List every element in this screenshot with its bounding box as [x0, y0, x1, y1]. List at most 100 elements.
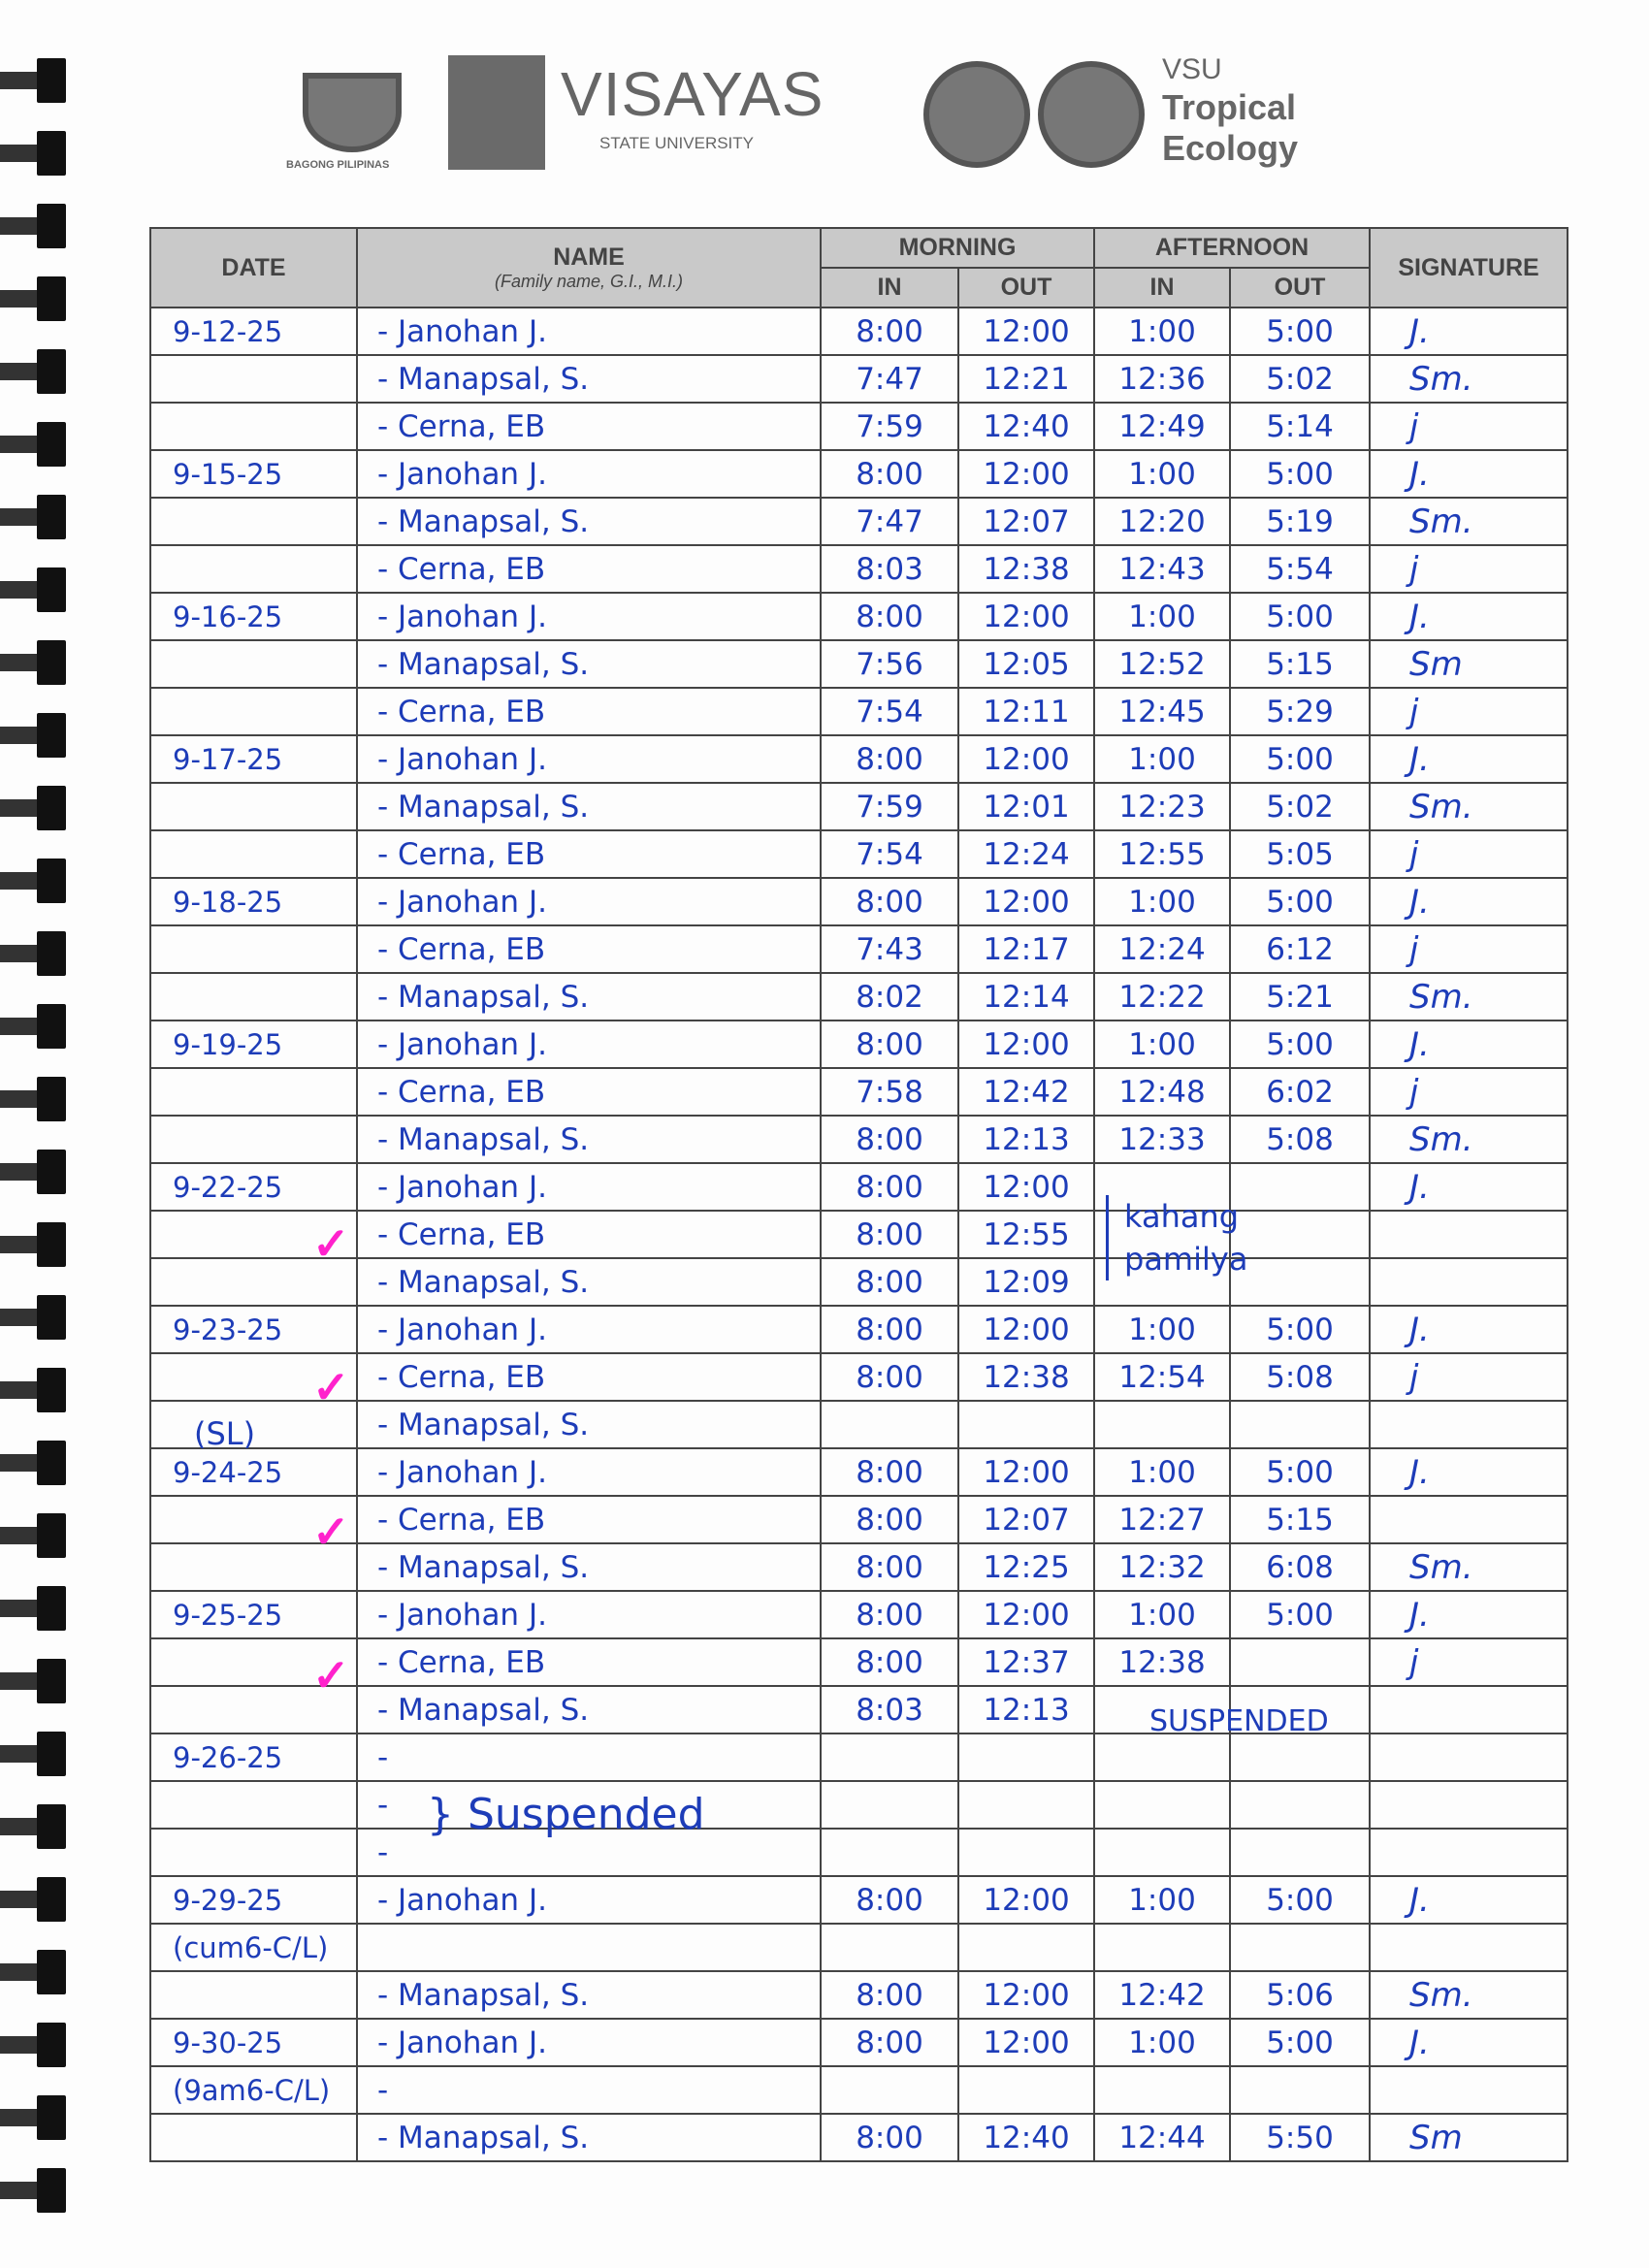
row-name-cell: - Cerna, EB [356, 1067, 822, 1117]
signature-cell: j [1369, 829, 1569, 879]
morning-in-cell: 8:00 [820, 1590, 959, 1639]
morning-in-cell: 8:03 [820, 1685, 959, 1734]
tropical-ecology-tropical: Tropical [1162, 87, 1297, 127]
morning-out-cell: 12:17 [956, 924, 1096, 974]
row-date-cell: 9-22-25 [149, 1162, 358, 1212]
binding-ring [0, 1004, 66, 1049]
col-date: DATE [149, 227, 358, 308]
row-name-cell [356, 1923, 822, 1972]
row-date-cell [149, 924, 358, 974]
signature-cell [1369, 1257, 1569, 1307]
table-row: 9-12-25- Janohan J. 8:00 12:00 1:00 5:00 J. [149, 307, 1569, 356]
tropical-ecology-seal-2 [1038, 61, 1145, 168]
table-row: - Manapsal, S. 8:00 12:25 12:32 6:08 Sm. [149, 1542, 1569, 1592]
afternoon-in-cell: 1:00 [1093, 877, 1232, 926]
row-date-cell [149, 1970, 358, 2020]
morning-in-cell: 7:43 [820, 924, 959, 974]
afternoon-out-cell: 5:50 [1229, 2113, 1372, 2162]
morning-in-cell [820, 1780, 959, 1830]
afternoon-in-cell: 12:24 [1093, 924, 1232, 974]
row-name-cell: - Cerna, EB [356, 402, 822, 451]
row-date-cell: (cum6-C/L) [149, 1923, 358, 1972]
signature-cell: J. [1369, 1447, 1569, 1497]
afternoon-out-cell: 5:14 [1229, 402, 1372, 451]
morning-in-cell [820, 2065, 959, 2115]
afternoon-out-cell: 5:00 [1229, 2018, 1372, 2067]
afternoon-out-cell: 5:00 [1229, 1447, 1372, 1497]
row-date-cell: 9-12-25 [149, 307, 358, 356]
signature-cell [1369, 1828, 1569, 1877]
signature-cell: Sm. [1369, 972, 1569, 1021]
afternoon-in-cell: 1:00 [1093, 734, 1232, 784]
morning-out-cell: 12:00 [956, 2018, 1096, 2067]
signature-cell [1369, 1923, 1569, 1972]
afternoon-out-cell [1229, 1257, 1372, 1307]
afternoon-in-cell [1093, 1400, 1232, 1449]
row-name-cell: - Janohan J. [356, 1305, 822, 1354]
morning-in-cell: 8:00 [820, 2018, 959, 2067]
table-row: - Cerna, EB 8:00 12:07 12:27 5:15 [149, 1495, 1569, 1544]
morning-in-cell: 8:00 [820, 1495, 959, 1544]
binding-ring [0, 1441, 66, 1485]
table-row: 9-25-25- Janohan J. 8:00 12:00 1:00 5:00 J. [149, 1590, 1569, 1639]
afternoon-out-cell: 5:02 [1229, 782, 1372, 831]
signature-cell: J. [1369, 1020, 1569, 1069]
morning-out-cell [956, 1828, 1096, 1877]
note-suspended-afternoon: SUSPENDED [1149, 1704, 1329, 1738]
table-row: (9am6-C/L) - [149, 2065, 1569, 2115]
afternoon-out-cell: 5:00 [1229, 734, 1372, 784]
morning-out-cell: 12:09 [956, 1257, 1096, 1307]
table-row: 9-18-25- Janohan J. 8:00 12:00 1:00 5:00 J. [149, 877, 1569, 926]
morning-out-cell: 12:38 [956, 1352, 1096, 1402]
signature-cell: J. [1369, 1305, 1569, 1354]
vsu-subtitle: STATE UNIVERSITY [599, 134, 755, 152]
morning-out-cell [956, 1923, 1096, 1972]
signature-cell: J. [1369, 1162, 1569, 1212]
afternoon-in-cell: 12:27 [1093, 1495, 1232, 1544]
signature-cell: J. [1369, 734, 1569, 784]
table-row: - Manapsal, S. 7:47 12:21 12:36 5:02 Sm. [149, 354, 1569, 404]
signature-cell: Sm [1369, 639, 1569, 689]
morning-in-cell: 8:00 [820, 1257, 959, 1307]
row-name-cell: - Manapsal, S. [356, 497, 822, 546]
binding-ring [0, 1295, 66, 1340]
row-name-cell: - Cerna, EB [356, 687, 822, 736]
table-row: 9-23-25- Janohan J. 8:00 12:00 1:00 5:00 J. [149, 1305, 1569, 1354]
morning-out-cell: 12:01 [956, 782, 1096, 831]
afternoon-out-cell [1229, 1637, 1372, 1687]
afternoon-in-cell: 1:00 [1093, 1875, 1232, 1925]
signature-cell [1369, 1733, 1569, 1782]
row-date-cell [149, 354, 358, 404]
row-date-cell [149, 639, 358, 689]
row-name-cell: - Janohan J. [356, 1875, 822, 1925]
afternoon-in-cell: 1:00 [1093, 1305, 1232, 1354]
afternoon-in-cell [1093, 1828, 1232, 1877]
morning-out-cell: 12:00 [956, 592, 1096, 641]
binding-ring [0, 567, 66, 612]
morning-in-cell: 8:00 [820, 1162, 959, 1212]
signature-cell: j [1369, 1352, 1569, 1402]
row-date-cell: 9-16-25 [149, 592, 358, 641]
table-row: - Manapsal, S. 7:56 12:05 12:52 5:15 Sm [149, 639, 1569, 689]
signature-cell: j [1369, 544, 1569, 594]
row-date-cell [149, 1637, 358, 1687]
morning-in-cell [820, 1400, 959, 1449]
table-row: 9-22-25- Janohan J. 8:00 12:00 J. [149, 1162, 1569, 1212]
row-date-cell [149, 402, 358, 451]
signature-cell: j [1369, 924, 1569, 974]
row-name-cell: - Janohan J. [356, 2018, 822, 2067]
row-date-cell [149, 687, 358, 736]
table-row: 9-17-25- Janohan J. 8:00 12:00 1:00 5:00 J. [149, 734, 1569, 784]
note-suspended-day: } Suspended [427, 1790, 705, 1839]
morning-out-cell: 12:55 [956, 1210, 1096, 1259]
row-date-cell [149, 1115, 358, 1164]
afternoon-out-cell: 5:06 [1229, 1970, 1372, 2020]
binding-ring [0, 1804, 66, 1849]
morning-out-cell: 12:13 [956, 1115, 1096, 1164]
signature-cell: Sm. [1369, 1115, 1569, 1164]
row-name-cell: - Cerna, EB [356, 544, 822, 594]
table-row: - Manapsal, S. 8:00 12:13 12:33 5:08 Sm. [149, 1115, 1569, 1164]
checkmark-icon: ✓ [312, 1650, 350, 1701]
binding-ring [0, 1732, 66, 1776]
row-date-cell [149, 782, 358, 831]
